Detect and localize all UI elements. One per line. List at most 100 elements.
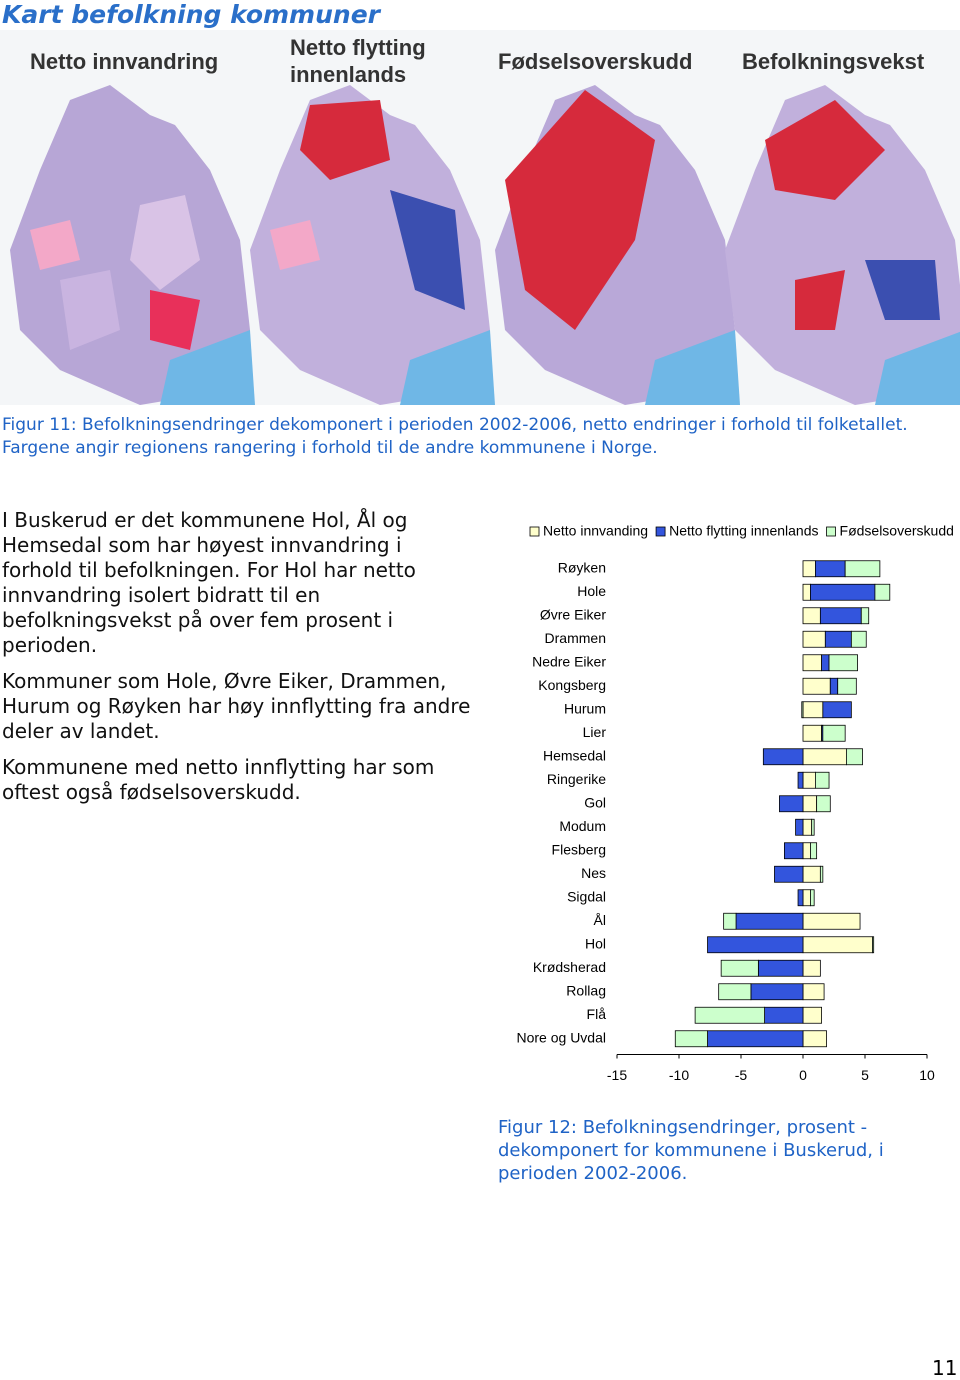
y-tick-label: Nes [581, 865, 606, 881]
bar-segment [802, 771, 816, 789]
page-number: 11 [932, 1356, 958, 1380]
bar-segment [795, 818, 804, 836]
bar-segment [801, 701, 804, 719]
x-tick-label: 10 [919, 1067, 935, 1083]
bar-segment [814, 560, 846, 578]
bar-segment [814, 771, 830, 789]
bar-segment [774, 865, 804, 883]
y-tick-label: Kongsberg [538, 677, 606, 693]
y-tick-label: Ål [594, 912, 606, 928]
y-tick-label: Drammen [545, 630, 606, 646]
bar-segment [802, 818, 813, 836]
x-tick-label: 5 [861, 1067, 869, 1083]
bar-segment [811, 818, 815, 836]
legend-label: Netto innvanding [543, 523, 648, 539]
bar-segment [822, 724, 846, 742]
map-title: Befolkningsvekst [742, 49, 925, 74]
y-tick-label: Hurum [564, 700, 606, 716]
bar-segment [872, 936, 875, 954]
y-tick-label: Gol [584, 794, 606, 810]
y-tick-label: Hol [585, 935, 606, 951]
bar-segment [802, 748, 847, 766]
legend-swatch [529, 526, 540, 537]
bar-segment [802, 1006, 823, 1024]
bar-segment [723, 912, 737, 930]
bar-segment [816, 795, 831, 813]
bar-segment [797, 889, 804, 907]
y-tick-label: Lier [583, 724, 607, 740]
y-tick-label: Ringerike [547, 771, 606, 787]
y-tick-label: Rollag [566, 982, 606, 998]
bar-segment [779, 795, 804, 813]
map-title: Netto innvandring [30, 49, 219, 74]
y-tick-label: Sigdal [567, 888, 606, 904]
bar-segment [802, 701, 824, 719]
bar-segment [783, 842, 804, 860]
legend-label: Fødselsoverskudd [840, 523, 954, 539]
bar-segment [874, 583, 891, 601]
y-tick-label: Flesberg [552, 841, 606, 857]
bar-segment [674, 1030, 708, 1048]
paragraph: I Buskerud er det kommunene Hol, Ål og H… [2, 508, 416, 657]
bar-segment [802, 1030, 827, 1048]
bar-segment [764, 1006, 804, 1024]
bar-segment [750, 983, 804, 1001]
bar-segment [802, 936, 873, 954]
bar-segment [845, 748, 863, 766]
bar-segment [819, 607, 862, 625]
paragraph: Kommunene med netto innflytting har som … [2, 755, 435, 804]
legend-label: Netto flytting innenlands [669, 523, 818, 539]
bar-segment [802, 724, 823, 742]
bar-segment [824, 630, 852, 648]
bar-segment [720, 959, 759, 977]
figure-caption: Figur 11: Befolkningsendringer dekompone… [2, 415, 908, 458]
bar-segment [762, 748, 804, 766]
y-tick-label: Nore og Uvdal [517, 1029, 607, 1045]
y-tick-label: Krødsherad [533, 959, 606, 975]
bar-segment [802, 583, 811, 601]
x-tick-label: -10 [669, 1067, 689, 1083]
bar-segment [810, 889, 815, 907]
bar-segment [707, 1030, 804, 1048]
bar-segment [828, 654, 858, 672]
bar-segment [821, 654, 830, 672]
bar-segment [707, 936, 804, 954]
x-tick-label: -15 [607, 1067, 627, 1083]
bar-segment [822, 701, 852, 719]
map-title: Netto flytting innenlands [290, 35, 426, 87]
bar-segment [802, 912, 861, 930]
y-tick-label: Hemsedal [543, 747, 606, 763]
bar-segment [802, 959, 821, 977]
bar-segment [735, 912, 804, 930]
bar-segment [802, 842, 811, 860]
bar-segment [844, 560, 881, 578]
figure-caption: Figur 12: Befolkningsendringer, prosent … [498, 1117, 884, 1184]
bar-segment [802, 630, 826, 648]
bar-segment [802, 677, 831, 695]
y-tick-label: Øvre Eiker [540, 606, 606, 622]
bar-segment [802, 983, 825, 1001]
bar-segment [718, 983, 752, 1001]
bar-chart: Netto innvanding Netto flytting innenland… [517, 523, 954, 1084]
bar-segment [860, 607, 870, 625]
bar-segment [829, 677, 839, 695]
legend-swatch [826, 526, 836, 537]
bar-segment [757, 959, 804, 977]
bar-segment [694, 1006, 765, 1024]
bar-segment [802, 560, 816, 578]
bar-segment [837, 677, 857, 695]
bar-segment [810, 583, 876, 601]
bar-segment [850, 630, 867, 648]
paragraph: Kommuner som Hole, Øvre Eiker, Drammen, … [2, 669, 471, 743]
bar-segment [802, 654, 823, 672]
body-text: I Buskerud er det kommunene Hol, Ål og H… [2, 508, 472, 816]
map-figure [0, 30, 960, 405]
y-tick-label: Modum [559, 818, 606, 834]
y-tick-label: Nedre Eiker [532, 653, 606, 669]
x-tick-label: 0 [799, 1067, 807, 1083]
y-tick-label: Røyken [558, 559, 606, 575]
y-tick-label: Flå [587, 1006, 607, 1022]
map-panels [10, 85, 960, 405]
x-tick-label: -5 [735, 1067, 748, 1083]
